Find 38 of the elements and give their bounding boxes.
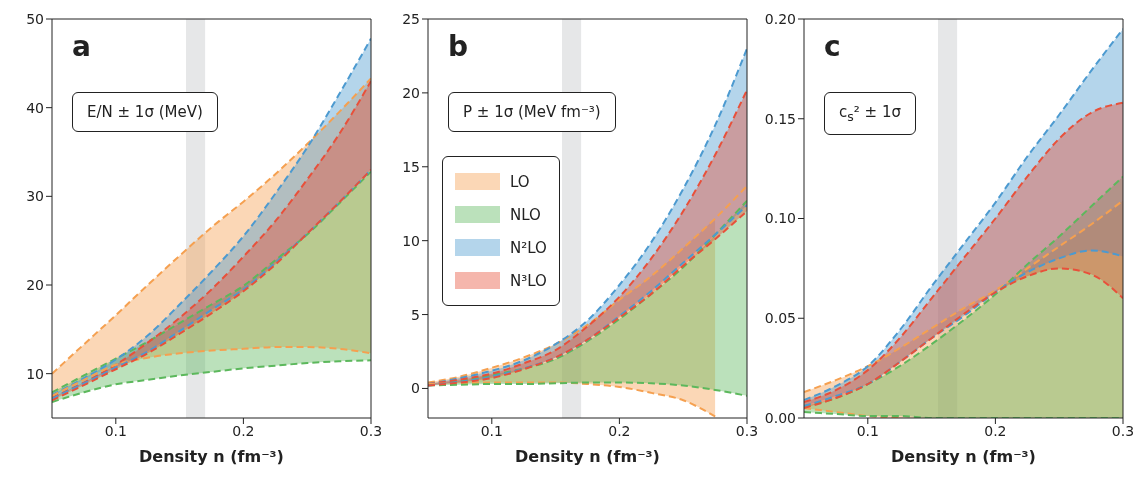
- y-tick-label: 0.20: [764, 10, 796, 27]
- annotation: c$_{s}$² ± 1σ: [824, 92, 916, 135]
- y-tick-label: 0.00: [764, 409, 796, 426]
- y-tick-label: 0.15: [764, 110, 796, 127]
- annotation: b: [448, 30, 469, 63]
- y-tick-label: 0: [411, 380, 420, 397]
- legend-label: NLO: [510, 205, 541, 224]
- y-tick-label: 0.10: [764, 210, 796, 227]
- legend-label: LO: [510, 172, 530, 191]
- y-tick-label: 10: [26, 365, 44, 382]
- x-tick-label: 0.1: [480, 422, 503, 439]
- x-tick-label: 0.3: [1111, 422, 1135, 439]
- x-tick-label: 0.2: [984, 422, 1007, 439]
- y-tick-label: 50: [26, 10, 44, 27]
- legend-label: N²LO: [510, 238, 547, 257]
- y-tick-label: 25: [402, 10, 420, 27]
- y-tick-label: 15: [402, 158, 420, 175]
- x-tick-label: 0.1: [104, 422, 127, 439]
- y-tick-label: 5: [411, 306, 420, 323]
- x-tick-label: 0.1: [856, 422, 879, 439]
- y-tick-label: 20: [402, 84, 420, 101]
- x-tick-label: 0.2: [608, 422, 631, 439]
- annotation: a: [72, 30, 91, 63]
- y-tick-label: 40: [26, 99, 44, 116]
- y-tick-label: 30: [26, 188, 44, 205]
- legend-label: N³LO: [510, 271, 547, 290]
- x-axis-title: Density n (fm⁻³): [138, 447, 285, 466]
- x-tick-label: 0.3: [735, 422, 759, 439]
- x-axis-title: Density n (fm⁻³): [514, 447, 661, 466]
- x-tick-label: 0.2: [232, 422, 255, 439]
- y-tick-label: 20: [26, 276, 44, 293]
- y-tick-label: 0.05: [764, 310, 796, 327]
- annotation: P ± 1σ (MeV fm⁻³): [448, 92, 616, 132]
- x-tick-label: 0.3: [359, 422, 383, 439]
- annotation: E/N ± 1σ (MeV): [72, 92, 218, 132]
- annotation: c: [824, 30, 841, 63]
- x-axis-title: Density n (fm⁻³): [890, 447, 1037, 466]
- y-tick-label: 10: [402, 232, 420, 249]
